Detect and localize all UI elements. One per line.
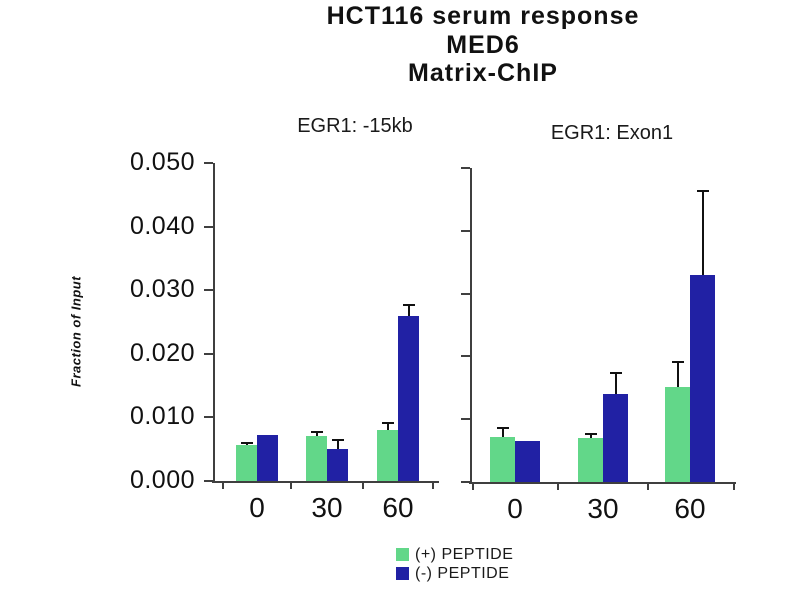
bar-minus-peptide [257,434,278,481]
error-bar-cap [696,189,709,192]
bar-plus-peptide [306,436,327,481]
y-axis-tick [204,289,213,292]
y-tick-label: 0.030 [129,275,195,304]
error-bar-whisker [501,427,504,438]
legend-item-plus-peptide: (+) PEPTIDE [396,545,513,564]
bar-minus-peptide [690,274,715,482]
x-category-label: 0 [507,493,523,524]
error-bar-cap [584,433,597,436]
y-axis-tick [461,355,470,358]
error-bar-cap [310,431,323,434]
x-axis-tick [362,481,364,489]
y-tick-label: 0.020 [129,338,195,367]
bar-minus-peptide [398,315,419,481]
y-tick-label: 0.000 [129,466,195,494]
bar-minus-peptide [603,394,628,482]
error-bar-cap [671,361,684,364]
y-axis-tick [204,416,213,419]
error-bar-whisker [386,421,389,431]
legend: (+) PEPTIDE (-) PEPTIDE [396,545,513,583]
x-axis-tick [290,481,292,489]
x-axis-tick [733,482,735,490]
x-axis-tick [222,481,224,489]
x-axis-line [469,482,736,484]
error-bar-whisker [589,433,592,439]
x-category-label: 30 [587,493,619,524]
y-axis-tick [461,481,470,483]
error-bar-whisker [701,189,704,275]
error-bar-whisker [336,439,339,449]
x-axis-tick [557,482,559,490]
error-bar-cap [240,441,253,444]
bar-plus-peptide [377,430,398,481]
y-axis-tick [204,162,213,164]
x-category-label: 60 [674,493,706,524]
legend-item-minus-peptide: (-) PEPTIDE [396,564,513,583]
y-axis-tick [461,229,470,232]
error-bar-whisker [407,304,410,316]
x-axis-line [212,481,439,483]
y-axis-line [213,163,215,483]
error-bar-whisker [676,361,679,387]
x-axis-tick [472,482,474,490]
minus-peptide-swatch-icon [396,567,409,580]
legend-label: (+) PEPTIDE [415,545,514,563]
error-bar-whisker [614,372,617,395]
y-tick-label: 0.050 [129,148,195,176]
figure-title-line2: MED6 [446,31,520,59]
error-bar-cap [381,421,394,424]
y-axis-line [470,168,472,484]
bar-minus-peptide [327,448,348,481]
x-axis-tick [432,481,434,489]
plus-peptide-swatch-icon [396,548,409,561]
error-bar-cap [331,439,344,442]
y-tick-label: 0.010 [129,402,195,431]
x-category-label: 60 [382,492,414,523]
legend-label: (-) PEPTIDE [415,564,510,582]
x-category-label: 30 [311,492,343,523]
error-bar-cap [609,372,622,375]
y-axis-tick [204,225,213,228]
y-axis-tick [461,167,470,169]
left-panel-title: EGR1: -15kb [297,115,413,137]
left-chart-panel: 0.000 0.010 0.020 0.030 0.040 0.050 0 30 60 [130,148,439,523]
figure-title-line3: Matrix-ChIP [408,59,558,87]
right-panel-title: EGR1: Exon1 [550,122,674,144]
error-bar-whisker [315,431,318,437]
bar-plus-peptide [236,444,257,481]
y-axis-tick [461,292,470,295]
y-tick-label: 0.040 [129,211,195,240]
bar-plus-peptide [490,437,515,482]
y-axis-tick [461,418,470,421]
error-bar-cap [496,427,509,430]
y-axis-tick [204,352,213,355]
bar-plus-peptide [578,438,603,482]
bar-plus-peptide [665,386,690,482]
error-bar-cap [402,304,415,307]
y-axis-tick [204,480,213,482]
figure-title-line1: HCT116 serum response [326,2,640,30]
bar-minus-peptide [515,440,540,482]
right-chart-panel: 0 30 60 [461,167,736,524]
x-axis-tick [647,482,649,490]
x-category-label: 0 [249,492,265,523]
